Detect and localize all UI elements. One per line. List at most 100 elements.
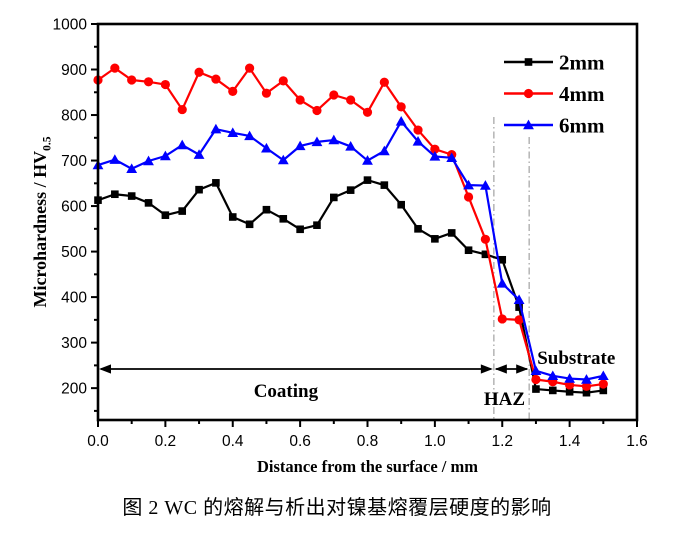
legend-marker-2mm: [524, 58, 533, 66]
haz-arrow-left-head: [494, 364, 507, 374]
data-point-4mm: [413, 125, 423, 135]
data-point-2mm: [228, 213, 237, 221]
legend-item-6mm: 6mm: [504, 114, 605, 138]
y-tick-label: 400: [61, 290, 87, 307]
data-point-2mm: [582, 388, 591, 397]
data-point-2mm: [330, 193, 338, 202]
coating-arrow-right-head: [480, 364, 493, 374]
data-point-6mm: [597, 370, 609, 381]
data-point-4mm: [396, 102, 406, 112]
data-point-4mm: [514, 315, 524, 325]
x-tick-label: 1.4: [559, 433, 581, 450]
data-point-6mm: [463, 179, 474, 190]
data-point-4mm: [278, 76, 288, 86]
data-point-4mm: [329, 90, 339, 100]
data-point-2mm: [127, 192, 136, 200]
y-tick-label: 800: [61, 108, 87, 125]
data-point-2mm: [363, 176, 372, 184]
data-point-6mm: [395, 116, 407, 126]
data-point-4mm: [430, 144, 440, 154]
legend-marker-6mm: [523, 119, 534, 130]
data-point-6mm: [227, 127, 239, 137]
y-tick-label: 200: [61, 381, 87, 398]
data-point-2mm: [414, 225, 422, 233]
y-tick-label: 1000: [53, 17, 88, 34]
data-point-6mm: [126, 163, 138, 173]
x-axis-label: Distance from the surface / mm: [257, 457, 478, 476]
x-axis: 0.0 0.2 0.4 0.6 0.8 1.0 1.2 1.4 1.6: [87, 420, 648, 450]
x-tick-label: 0.2: [155, 433, 177, 450]
data-point-4mm: [312, 105, 322, 116]
data-point-6mm: [362, 155, 373, 165]
data-point-2mm: [515, 303, 523, 311]
y-axis-label: Microhardness / HV0.5: [30, 136, 54, 307]
data-point-2mm: [481, 250, 490, 259]
data-point-4mm: [379, 77, 389, 87]
data-point-6mm: [513, 294, 525, 305]
series-4mm: [93, 63, 608, 391]
data-point-4mm: [244, 63, 255, 73]
data-point-6mm: [311, 136, 323, 147]
x-tick-label: 0.8: [357, 433, 379, 450]
data-point-2mm: [548, 386, 557, 395]
data-point-2mm: [212, 179, 220, 187]
data-point-4mm: [295, 95, 305, 105]
y-tick-label: 600: [61, 199, 87, 216]
data-point-6mm: [294, 140, 306, 151]
x-tick-label: 0.6: [289, 433, 311, 450]
legend-item-4mm: 4mm: [504, 82, 605, 106]
data-point-2mm: [431, 235, 439, 243]
legend-label-2mm: 2mm: [559, 51, 605, 75]
legend-label-6mm: 6mm: [559, 114, 605, 138]
data-point-6mm: [244, 130, 255, 141]
data-point-6mm: [581, 374, 592, 384]
data-point-6mm: [143, 155, 154, 166]
data-point-6mm: [480, 180, 491, 190]
data-point-6mm: [429, 151, 441, 161]
data-point-2mm: [279, 215, 288, 223]
x-tick-label: 1.6: [626, 433, 648, 450]
data-point-4mm: [598, 379, 608, 389]
data-point-4mm: [194, 67, 204, 77]
data-point-2mm: [380, 181, 389, 189]
data-point-4mm: [160, 79, 170, 90]
data-point-6mm: [412, 136, 424, 146]
y-axis: 200 300 400 500 600 700 800 900 1000: [53, 17, 98, 412]
data-point-6mm: [496, 278, 508, 288]
y-tick-label: 700: [61, 153, 87, 170]
y-tick-label: 500: [61, 244, 87, 261]
data-point-6mm: [159, 150, 171, 161]
data-point-6mm: [547, 370, 559, 381]
series-line-2mm: [97, 179, 604, 394]
legend-label-4mm: 4mm: [559, 82, 605, 106]
figure-caption: 图 2 WC 的熔解与析出对镍基熔覆层硬度的影响: [122, 497, 552, 519]
x-tick-label: 0.0: [87, 433, 109, 450]
series-line-6mm: [97, 120, 604, 381]
region-annotations: Coating HAZ Substrate: [99, 348, 615, 410]
data-point-2mm: [161, 211, 170, 219]
data-point-2mm: [447, 229, 456, 237]
data-point-4mm: [346, 95, 356, 105]
haz-arrow-right-head: [516, 364, 529, 374]
legend-marker-4mm: [523, 88, 534, 99]
data-point-2mm: [346, 186, 355, 194]
data-point-2mm: [397, 200, 405, 209]
series-2mm: [94, 176, 608, 397]
data-point-2mm: [599, 386, 608, 395]
haz-region-label: HAZ: [484, 389, 525, 410]
data-point-6mm: [446, 152, 458, 163]
data-point-2mm: [532, 385, 540, 393]
data-point-6mm: [277, 154, 289, 165]
data-point-6mm: [530, 365, 542, 376]
data-point-6mm: [378, 145, 390, 156]
data-point-2mm: [262, 205, 271, 214]
x-tick-label: 1.2: [491, 433, 513, 450]
data-point-4mm: [480, 234, 491, 244]
data-point-4mm: [211, 74, 221, 84]
data-point-2mm: [464, 246, 473, 255]
data-point-2mm: [313, 221, 321, 229]
data-point-6mm: [261, 142, 272, 153]
data-point-4mm: [127, 75, 137, 85]
legend: 2mm 4mm 6mm: [504, 51, 605, 138]
